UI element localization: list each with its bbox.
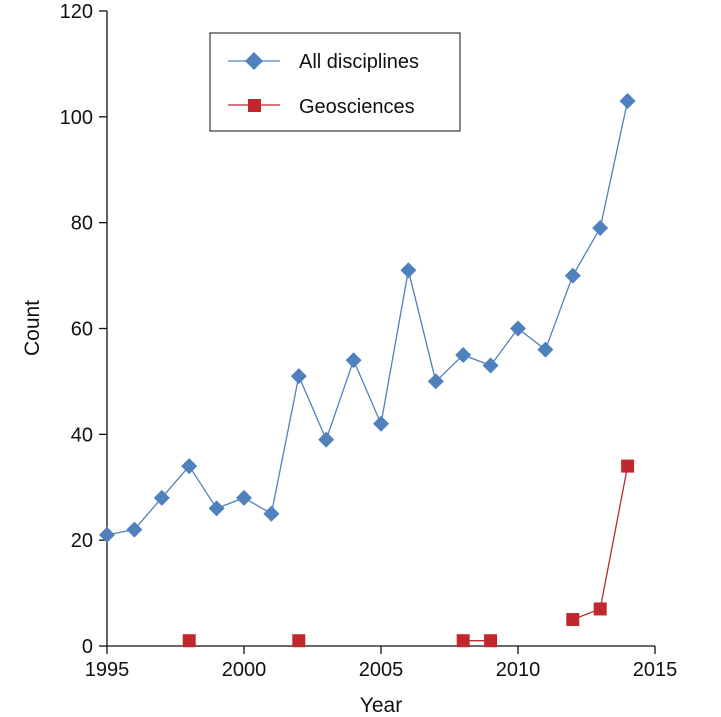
data-point-all-disciplines xyxy=(208,500,225,517)
data-point-all-disciplines xyxy=(592,219,609,236)
data-point-all-disciplines xyxy=(181,458,198,475)
data-point-geosciences xyxy=(292,634,306,648)
data-point-all-disciplines xyxy=(99,526,115,543)
data-point-geosciences xyxy=(621,459,635,473)
legend-diamond-marker xyxy=(245,52,263,70)
data-point-all-disciplines xyxy=(537,341,554,358)
legend-label-geosciences: Geosciences xyxy=(299,96,415,118)
data-point-all-disciplines xyxy=(564,267,581,284)
legend: All disciplines Geosciences xyxy=(209,32,461,132)
y-tick-label: 40 xyxy=(71,424,93,446)
data-point-all-disciplines xyxy=(482,357,499,374)
y-tick-label: 120 xyxy=(60,1,93,23)
data-point-all-disciplines xyxy=(619,92,636,109)
legend-square-marker xyxy=(248,99,261,112)
data-point-all-disciplines xyxy=(318,431,335,448)
legend-label-all-disciplines: All disciplines xyxy=(299,51,419,73)
series-line-all-disciplines xyxy=(106,100,629,536)
y-tick-label: 100 xyxy=(60,107,93,129)
legend-item-all-disciplines: All disciplines xyxy=(228,51,419,73)
legend-box xyxy=(209,32,461,132)
x-tick-label: 2005 xyxy=(359,659,404,681)
data-point-all-disciplines xyxy=(510,320,526,337)
data-point-all-disciplines xyxy=(400,262,417,279)
y-tick-label: 60 xyxy=(71,319,93,341)
y-tick-label: 80 xyxy=(71,213,93,235)
data-point-all-disciplines xyxy=(153,489,170,506)
y-tick-label: 20 xyxy=(71,530,93,552)
axes: 0 20 40 60 80 100 120 1995 2000 2005 2010 2015 xyxy=(60,1,678,681)
y-axis-label: Count xyxy=(21,300,44,356)
data-point-all-disciplines xyxy=(236,489,252,506)
data-point-geosciences xyxy=(566,613,580,627)
series-line-geosciences xyxy=(572,465,629,621)
data-point-all-disciplines xyxy=(126,521,143,538)
series-layer xyxy=(99,92,636,648)
x-tick-label: 1995 xyxy=(85,659,130,681)
series-all-disciplines xyxy=(99,92,636,543)
data-point-geosciences xyxy=(484,634,498,648)
data-point-geosciences xyxy=(182,634,196,648)
data-point-all-disciplines xyxy=(373,415,389,432)
y-tick-label: 0 xyxy=(82,636,93,658)
data-point-all-disciplines xyxy=(290,368,307,385)
data-point-geosciences xyxy=(593,602,607,616)
data-point-all-disciplines xyxy=(345,352,362,369)
data-point-all-disciplines xyxy=(263,505,280,522)
data-point-geosciences xyxy=(456,634,470,648)
x-tick-label: 2000 xyxy=(222,659,267,681)
series-geosciences xyxy=(182,459,635,648)
data-point-all-disciplines xyxy=(427,373,444,390)
data-point-all-disciplines xyxy=(455,346,472,363)
x-tick-label: 2015 xyxy=(633,659,678,681)
x-tick-label: 2010 xyxy=(496,659,541,681)
legend-item-geosciences: Geosciences xyxy=(228,96,415,118)
x-axis-label: Year xyxy=(360,694,402,717)
